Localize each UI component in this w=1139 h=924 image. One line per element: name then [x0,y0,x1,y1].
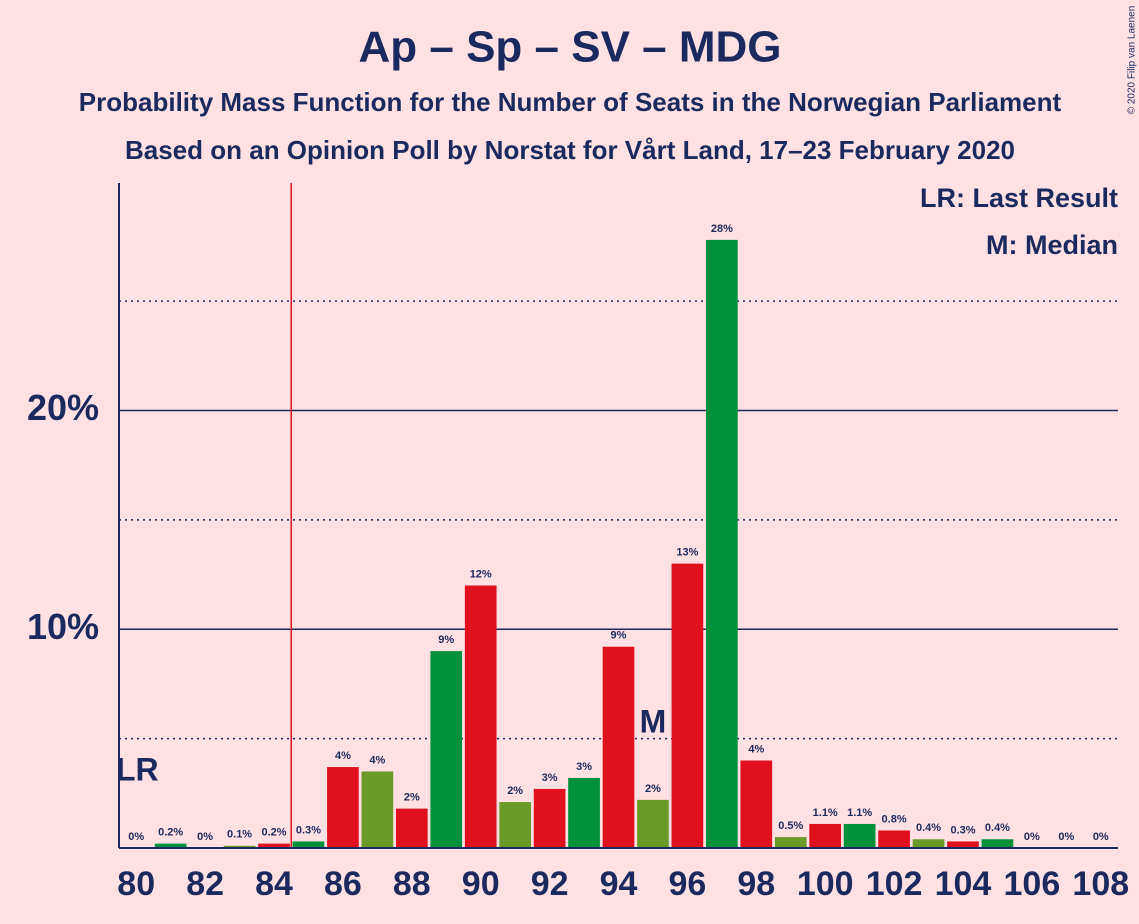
bar [223,845,256,848]
bar [258,843,290,848]
value-label: 0% [197,831,213,843]
value-label: 1.1% [847,807,872,819]
value-label: 0% [1024,831,1040,843]
bar [395,808,428,848]
x-tick-label: 104 [935,865,992,903]
value-label: 9% [611,630,627,642]
x-tick-label: 86 [324,865,362,903]
value-label: 0% [128,831,144,843]
x-tick-label: 106 [1004,865,1061,903]
value-label: 4% [335,750,351,762]
value-label: 0.2% [158,827,183,839]
x-tick-label: 100 [797,865,854,903]
value-label: 2% [404,792,420,804]
median-label: M [640,703,667,739]
value-label: 0.1% [227,829,252,841]
bar [430,651,463,848]
x-tick-label: 90 [462,865,500,903]
x-tick-label: 96 [668,865,706,903]
x-tick-label: 94 [600,865,638,903]
value-label: 0% [1058,831,1074,843]
bar [705,239,738,848]
value-label: 0.4% [916,822,941,834]
x-tick-label: 92 [531,865,569,903]
x-tick-label: 108 [1072,865,1129,903]
bar [568,778,600,848]
value-label: 2% [645,783,661,795]
bar [740,760,773,848]
bar [878,830,910,848]
value-label: 9% [438,634,454,646]
copyright: © 2020 Filip van Laenen [1127,6,1138,115]
x-tick-label: 102 [866,865,923,903]
y-tick-label: 10% [27,606,99,647]
bar [602,646,635,848]
bar [154,843,187,848]
value-label: 0.3% [950,824,975,836]
value-label: 1.1% [813,807,838,819]
value-label: 3% [576,761,592,773]
bar [843,823,876,848]
bar [809,823,842,848]
value-label: 3% [542,772,558,784]
chart-title: Ap – Sp – SV – MDG [359,23,782,72]
value-label: 4% [748,743,764,755]
bar [499,802,532,848]
bar [637,799,669,848]
value-label: 0.3% [296,824,321,836]
bar [671,563,704,848]
value-label: 0.2% [261,827,286,839]
chart-subtitle: Probability Mass Function for the Number… [79,87,1062,117]
bar [947,841,979,848]
x-tick-label: 88 [393,865,431,903]
bar [327,767,359,848]
chart-subtitle: Based on an Opinion Poll by Norstat for … [125,135,1015,165]
x-tick-label: 98 [737,865,775,903]
value-label: 12% [470,568,492,580]
legend-entry: M: Median [986,230,1118,260]
x-tick-label: 80 [117,865,155,903]
value-label: 0% [1093,831,1109,843]
bar [981,839,1014,848]
bar [774,837,807,848]
x-tick-label: 82 [186,865,224,903]
bar [292,841,325,848]
bar [464,585,497,848]
value-label: 2% [507,785,523,797]
bar [912,839,945,848]
lr-label: LR [116,751,159,787]
value-label: 4% [369,754,385,766]
x-tick-label: 84 [255,865,293,903]
legend-entry: LR: Last Result [920,183,1118,213]
value-label: 13% [676,547,698,559]
bar [361,771,394,848]
bar [533,788,566,848]
value-label: 0.8% [882,813,907,825]
value-label: 0.5% [778,820,803,832]
value-label: 0.4% [985,822,1010,834]
y-tick-label: 20% [27,387,99,428]
value-label: 28% [711,223,733,235]
